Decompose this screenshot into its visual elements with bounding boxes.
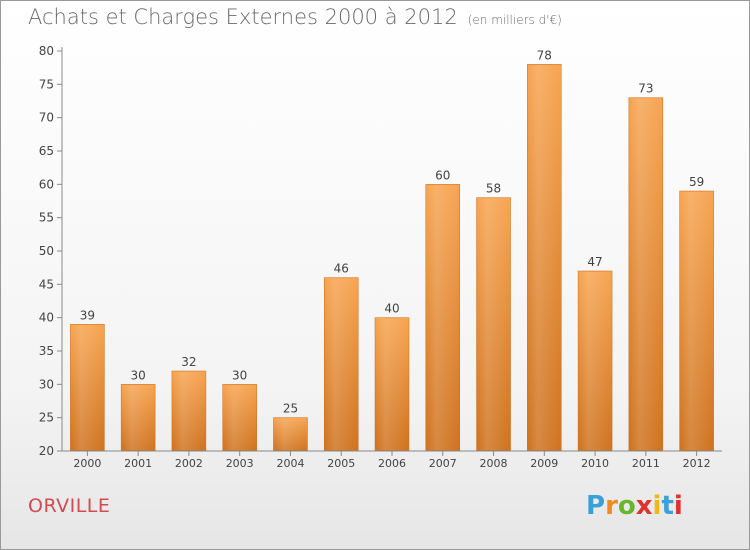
bar-highlight (122, 385, 155, 450)
proxiti-logo: Proxiti (586, 491, 683, 521)
y-tick-label: 70 (39, 111, 54, 125)
data-label: 32 (181, 355, 196, 369)
bar-highlight (528, 65, 561, 450)
data-label: 78 (537, 48, 552, 62)
y-tick-label: 30 (39, 377, 54, 391)
data-label: 46 (334, 262, 349, 276)
x-tick-label: 2010 (581, 457, 609, 470)
data-label: 25 (283, 402, 298, 416)
bar-highlight (274, 418, 307, 450)
x-tick-label: 2001 (124, 457, 152, 470)
bar-highlight (477, 198, 510, 450)
commune-name: ORVILLE (28, 495, 111, 517)
data-label: 60 (435, 168, 450, 182)
chart-title: Achats et Charges Externes 2000 à 2012 (e… (28, 5, 562, 29)
data-label: 40 (384, 302, 399, 316)
y-tick-label: 55 (39, 211, 54, 225)
logo-letter: x (635, 491, 653, 521)
x-tick-label: 2008 (480, 457, 508, 470)
chart-unit: (en milliers d'€) (467, 13, 562, 27)
x-tick-label: 2011 (632, 457, 660, 470)
y-tick-label: 80 (39, 44, 54, 58)
data-label: 30 (232, 368, 247, 382)
logo-letter: i (673, 491, 683, 521)
logo-letter: o (617, 491, 636, 521)
x-tick-label: 2007 (429, 457, 457, 470)
x-tick-label: 2006 (378, 457, 406, 470)
x-tick-label: 2005 (327, 457, 355, 470)
bar-highlight (325, 278, 358, 450)
y-tick-label: 65 (39, 144, 54, 158)
data-label: 59 (689, 175, 704, 189)
bar-highlight (629, 98, 662, 451)
logo-letter: i (652, 491, 662, 521)
logo-letter: P (586, 491, 606, 521)
data-label: 39 (80, 308, 95, 322)
logo-letter: r (605, 491, 618, 521)
x-tick-label: 2012 (683, 457, 711, 470)
y-tick-label: 35 (39, 344, 54, 358)
data-label: 47 (587, 255, 602, 269)
data-label: 73 (638, 82, 653, 96)
y-tick-label: 25 (39, 411, 54, 425)
x-tick-label: 2000 (73, 457, 101, 470)
bar-highlight (71, 325, 104, 450)
bar-highlight (579, 272, 612, 450)
bar-highlight (172, 372, 205, 450)
x-tick-label: 2003 (226, 457, 254, 470)
data-label: 30 (131, 368, 146, 382)
x-tick-label: 2009 (530, 457, 558, 470)
x-tick-label: 2002 (175, 457, 203, 470)
y-tick-label: 45 (39, 277, 54, 291)
bar-highlight (680, 192, 713, 450)
bar-highlight (426, 185, 459, 451)
y-tick-label: 40 (39, 311, 54, 325)
y-tick-label: 50 (39, 244, 54, 258)
chart-title-text: Achats et Charges Externes 2000 à 2012 (28, 5, 458, 29)
x-tick-label: 2004 (276, 457, 304, 470)
logo-letter: t (661, 491, 674, 521)
y-tick-label: 20 (39, 444, 54, 458)
data-label: 58 (486, 182, 501, 196)
bar-highlight (376, 318, 408, 450)
y-tick-label: 75 (39, 77, 54, 91)
y-tick-label: 60 (39, 177, 54, 191)
bar-highlight (223, 385, 256, 450)
